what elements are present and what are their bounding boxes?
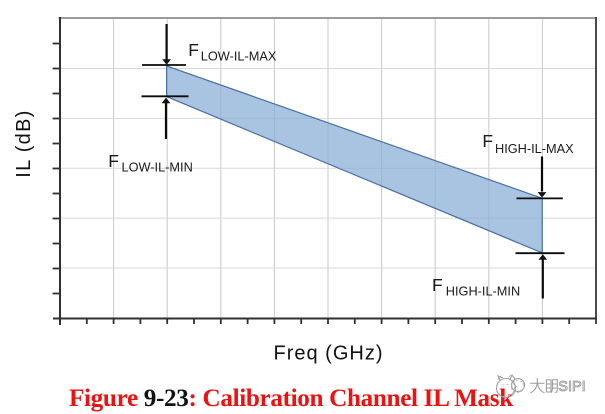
svg-text:SIPI: SIPI bbox=[558, 379, 585, 395]
svg-text:HIGH-IL-MIN: HIGH-IL-MIN bbox=[446, 283, 520, 298]
svg-text:Freq (GHz): Freq (GHz) bbox=[274, 343, 384, 365]
svg-text:IL (dB): IL (dB) bbox=[13, 109, 35, 177]
svg-text:F: F bbox=[482, 131, 493, 151]
svg-text:F: F bbox=[108, 151, 119, 171]
svg-text:HIGH-IL-MAX: HIGH-IL-MAX bbox=[495, 141, 574, 156]
svg-text:Figure 9-23: Calibration Chann: Figure 9-23: Calibration Channel IL Mask bbox=[69, 385, 513, 412]
svg-text:F: F bbox=[188, 40, 199, 60]
svg-text:F: F bbox=[432, 275, 443, 295]
svg-text:LOW-IL-MAX: LOW-IL-MAX bbox=[201, 49, 277, 64]
svg-text:LOW-IL-MIN: LOW-IL-MIN bbox=[122, 160, 193, 175]
